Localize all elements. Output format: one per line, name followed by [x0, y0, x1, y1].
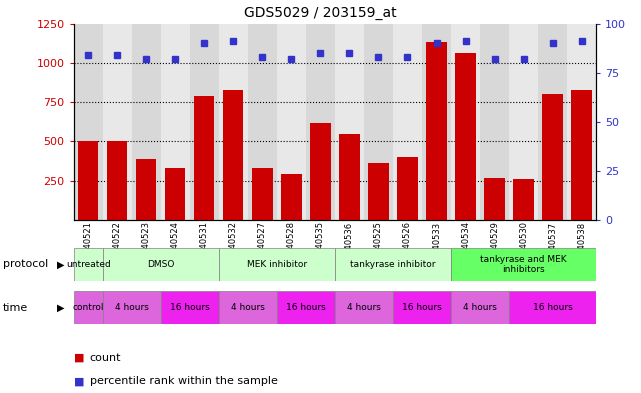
Bar [103, 248, 219, 281]
Bar [248, 24, 277, 220]
Bar [223, 90, 244, 220]
Text: count: count [90, 353, 121, 363]
Bar [513, 179, 534, 220]
Bar [306, 24, 335, 220]
Text: protocol: protocol [3, 259, 49, 269]
Text: tankyrase inhibitor: tankyrase inhibitor [350, 260, 436, 269]
Bar [78, 141, 98, 220]
Bar [369, 163, 388, 220]
Bar [310, 123, 331, 220]
Text: percentile rank within the sample: percentile rank within the sample [90, 376, 278, 386]
Bar [136, 159, 156, 220]
Bar [165, 168, 185, 220]
Text: 16 hours: 16 hours [286, 303, 326, 312]
Bar [161, 24, 190, 220]
Bar [219, 24, 248, 220]
Bar [107, 141, 128, 220]
Bar [335, 248, 451, 281]
Text: 4 hours: 4 hours [115, 303, 149, 312]
Text: DMSO: DMSO [147, 260, 174, 269]
Bar [422, 24, 451, 220]
Bar [364, 24, 393, 220]
Bar [74, 24, 103, 220]
Text: tankyrase and MEK
inhibitors: tankyrase and MEK inhibitors [480, 255, 567, 274]
Bar [277, 291, 335, 324]
Text: untreated: untreated [66, 260, 111, 269]
Bar [281, 174, 301, 220]
Text: GDS5029 / 203159_at: GDS5029 / 203159_at [244, 6, 397, 20]
Bar [335, 291, 393, 324]
Bar [509, 24, 538, 220]
Text: 4 hours: 4 hours [463, 303, 497, 312]
Bar [509, 291, 596, 324]
Text: time: time [3, 303, 28, 312]
Text: control: control [72, 303, 104, 312]
Bar [393, 24, 422, 220]
Text: 4 hours: 4 hours [347, 303, 381, 312]
Bar [74, 291, 103, 324]
Bar [252, 168, 272, 220]
Bar [132, 24, 161, 220]
Bar [103, 24, 132, 220]
Text: ■: ■ [74, 353, 84, 363]
Bar [572, 90, 592, 220]
Text: 16 hours: 16 hours [170, 303, 210, 312]
Text: ▶: ▶ [57, 259, 65, 269]
Bar [567, 24, 596, 220]
Bar [426, 42, 447, 220]
Text: 4 hours: 4 hours [231, 303, 265, 312]
Bar [103, 291, 161, 324]
Bar [455, 53, 476, 220]
Text: ■: ■ [74, 376, 84, 386]
Bar [74, 248, 103, 281]
Bar [161, 291, 219, 324]
Text: 16 hours: 16 hours [402, 303, 442, 312]
Bar [219, 291, 277, 324]
Bar [335, 24, 364, 220]
Bar [542, 94, 563, 220]
Bar [190, 24, 219, 220]
Bar [538, 24, 567, 220]
Bar [451, 24, 480, 220]
Bar [451, 291, 509, 324]
Bar [480, 24, 509, 220]
Bar [485, 178, 504, 220]
Bar [339, 134, 360, 220]
Bar [277, 24, 306, 220]
Bar [219, 248, 335, 281]
Text: 16 hours: 16 hours [533, 303, 572, 312]
Bar [397, 157, 418, 220]
Bar [393, 291, 451, 324]
Text: MEK inhibitor: MEK inhibitor [247, 260, 307, 269]
Bar [194, 96, 215, 220]
Bar [451, 248, 596, 281]
Text: ▶: ▶ [57, 303, 65, 312]
